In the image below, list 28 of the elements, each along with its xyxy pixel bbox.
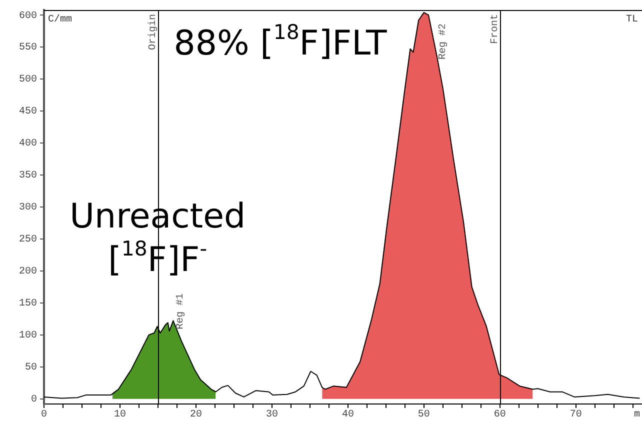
y-axis-title: C/mm xyxy=(48,14,72,26)
x-tick-label: 40 xyxy=(342,410,354,421)
x-tick-label: 70 xyxy=(570,410,582,421)
y-tick-label: 0 xyxy=(30,394,37,406)
x-tick-label: 30 xyxy=(266,410,278,421)
y-tick-label: 100 xyxy=(18,330,37,342)
y-tick-label: 250 xyxy=(18,234,37,246)
annotation: TL xyxy=(626,14,638,26)
y-tick-label: 150 xyxy=(18,298,37,310)
ref-line-label: Origin xyxy=(147,14,160,50)
x-tick-label: 20 xyxy=(190,410,202,421)
y-tick-label: 350 xyxy=(18,170,37,182)
y-tick-label: 300 xyxy=(18,202,37,214)
y-tick-label: 550 xyxy=(18,42,37,54)
x-tick-label: 50 xyxy=(418,410,430,421)
y-tick-label: 200 xyxy=(18,266,37,278)
annotation: Reg #2 xyxy=(438,24,449,60)
x-tick-label: 10 xyxy=(114,410,126,421)
y-tick-label: 500 xyxy=(18,74,37,86)
y-tick-label: 600 xyxy=(18,10,37,22)
x-axis-title: m xyxy=(634,410,640,421)
y-tick-label: 450 xyxy=(18,106,37,118)
ref-line-label: Front xyxy=(490,14,502,44)
x-tick-label: 60 xyxy=(494,410,506,421)
y-tick-label: 50 xyxy=(24,362,37,374)
annotation: Reg #1 xyxy=(175,293,186,330)
y-tick-label: 400 xyxy=(18,138,37,150)
x-tick-label: 0 xyxy=(40,410,48,421)
